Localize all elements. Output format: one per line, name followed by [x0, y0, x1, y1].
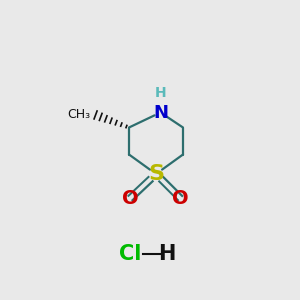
- Text: N: N: [153, 103, 168, 122]
- Text: Cl: Cl: [119, 244, 142, 263]
- Text: O: O: [122, 188, 139, 208]
- Text: H: H: [158, 244, 175, 263]
- Text: H: H: [155, 86, 166, 100]
- Text: CH₃: CH₃: [67, 107, 90, 121]
- Text: S: S: [148, 164, 164, 184]
- Text: O: O: [172, 188, 188, 208]
